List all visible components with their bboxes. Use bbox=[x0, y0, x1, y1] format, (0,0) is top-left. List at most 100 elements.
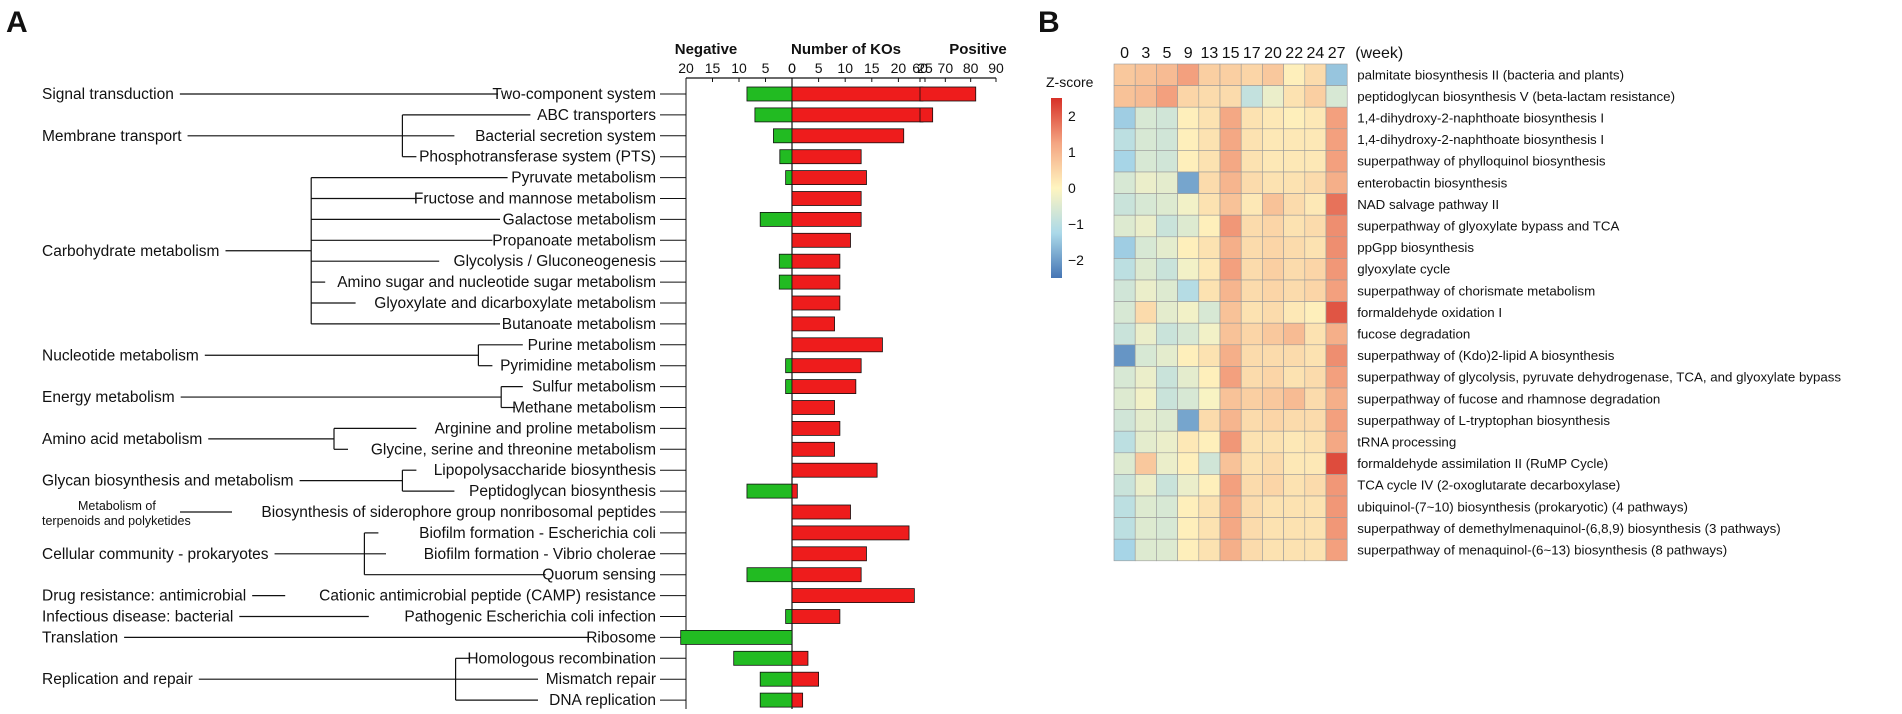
week-label: 5 bbox=[1163, 45, 1172, 62]
heatmap-cell bbox=[1134, 452, 1157, 475]
heatmap-cell bbox=[1262, 409, 1284, 432]
heatmap-cell bbox=[1177, 301, 1200, 324]
heatmap-cell bbox=[1219, 495, 1242, 518]
category-label: Glycan biosynthesis and metabolism bbox=[42, 473, 294, 490]
pathway-label: Sulfur metabolism bbox=[532, 379, 656, 396]
heatmap-cell bbox=[1304, 85, 1327, 108]
heatmap-cell bbox=[1283, 452, 1306, 475]
positive-bar bbox=[791, 609, 841, 624]
heatmap-cell bbox=[1283, 193, 1306, 216]
positive-bar bbox=[791, 107, 924, 123]
heatmap-cell bbox=[1283, 387, 1306, 410]
week-label: 24 bbox=[1307, 45, 1325, 62]
colorbar-tick-label: 2 bbox=[1068, 108, 1076, 124]
heatmap-cell bbox=[1262, 150, 1284, 173]
heatmap-cell bbox=[1283, 430, 1306, 454]
heatmap-cell bbox=[1304, 193, 1327, 216]
heatmap-cell bbox=[1240, 387, 1263, 410]
heatmap-row-label: enterobactin biosynthesis bbox=[1357, 175, 1507, 190]
number-of-kos-label: Number of KOs bbox=[791, 41, 901, 58]
pathway-label: Pyruvate metabolism bbox=[511, 170, 656, 187]
negative-bar bbox=[785, 358, 793, 374]
heatmap-row-label: NAD salvage pathway II bbox=[1357, 197, 1499, 212]
heatmap-cell bbox=[1283, 171, 1306, 194]
pathway-label: Peptidoglycan biosynthesis bbox=[469, 483, 656, 500]
heatmap-cell bbox=[1177, 193, 1200, 216]
category-label: Cellular community - prokaryotes bbox=[42, 546, 269, 563]
heatmap-cell bbox=[1240, 474, 1263, 497]
negative-bar bbox=[759, 211, 793, 227]
heatmap-cell bbox=[1134, 171, 1157, 194]
heatmap-row-label: 1,4-dihydroxy-2-naphthoate biosynthesis … bbox=[1357, 111, 1604, 126]
heatmap-cell bbox=[1113, 366, 1136, 389]
heatmap-cell bbox=[1156, 171, 1178, 194]
heatmap-cell bbox=[1283, 366, 1306, 389]
heatmap-cell bbox=[1198, 344, 1221, 367]
pathway-label: Galactose metabolism bbox=[503, 211, 656, 228]
heatmap-cell bbox=[1262, 430, 1284, 454]
negative-bar bbox=[778, 253, 793, 269]
negative-bar bbox=[785, 170, 793, 186]
positive-bar bbox=[791, 358, 862, 374]
pathway-label: Glyoxylate and dicarboxylate metabolism bbox=[374, 295, 656, 312]
heatmap-cell bbox=[1325, 85, 1348, 108]
positive-label: Positive bbox=[949, 41, 1007, 58]
pos-tick-label: 25 bbox=[917, 60, 933, 76]
pathway-label: Arginine and proline metabolism bbox=[435, 420, 656, 437]
heatmap-cell bbox=[1113, 85, 1136, 108]
heatmap-cell bbox=[1113, 452, 1136, 475]
heatmap-cell bbox=[1113, 474, 1136, 497]
week-label: 0 bbox=[1120, 45, 1129, 62]
heatmap-cell bbox=[1113, 430, 1136, 454]
heatmap-cell bbox=[1262, 517, 1284, 540]
heatmap-cell bbox=[1240, 409, 1263, 432]
heatmap-cell bbox=[1156, 193, 1178, 216]
heatmap-cell bbox=[1113, 387, 1136, 410]
heatmap-cell bbox=[1325, 193, 1348, 216]
heatmap-row-label: ppGpp biosynthesis bbox=[1357, 240, 1474, 255]
category-tree: Signal transduction Membrane transport Car… bbox=[42, 86, 590, 701]
panel-a-letter: A bbox=[6, 6, 28, 39]
heatmap-cell bbox=[1240, 128, 1263, 151]
pathway-label: Purine metabolism bbox=[528, 337, 656, 354]
heatmap-row-label: glyoxylate cycle bbox=[1357, 262, 1450, 277]
heatmap-cell bbox=[1198, 301, 1221, 324]
heatmap-cell bbox=[1156, 430, 1178, 454]
heatmap-cell bbox=[1283, 150, 1306, 173]
broken-tick-label: 90 bbox=[988, 60, 1004, 76]
heatmap-cell bbox=[1177, 495, 1200, 518]
heatmap-cell bbox=[1156, 106, 1178, 130]
heatmap-cell bbox=[1325, 150, 1348, 173]
heatmap-cell bbox=[1113, 214, 1136, 238]
heatmap-row-label: tRNA processing bbox=[1357, 435, 1456, 450]
heatmap-cell bbox=[1219, 214, 1242, 238]
negative-bar bbox=[733, 650, 793, 666]
heatmap-row-label: superpathway of glyoxylate bypass and TC… bbox=[1357, 219, 1619, 234]
heatmap-cell bbox=[1283, 214, 1306, 238]
heatmap-cell bbox=[1219, 106, 1242, 130]
category-label: terpenoids and polyketides bbox=[42, 514, 191, 528]
heatmap-cell bbox=[1325, 344, 1348, 367]
heatmap-cell bbox=[1113, 150, 1136, 173]
heatmap-cell bbox=[1304, 409, 1327, 432]
negative-bar bbox=[785, 609, 793, 624]
heatmap-cell bbox=[1219, 63, 1242, 86]
heatmap-cell bbox=[1304, 452, 1327, 475]
heatmap-cell bbox=[1240, 452, 1263, 475]
pathway-label: Cationic antimicrobial peptide (CAMP) re… bbox=[319, 588, 656, 605]
positive-bar bbox=[791, 462, 878, 478]
heatmap-cell bbox=[1304, 538, 1327, 562]
heatmap-cell bbox=[1219, 452, 1242, 475]
pos-tick-label: 15 bbox=[864, 60, 880, 76]
heatmap-cell bbox=[1134, 236, 1157, 259]
heatmap-cell bbox=[1177, 63, 1200, 86]
category-label: Drug resistance: antimicrobial bbox=[42, 588, 246, 605]
positive-bar bbox=[791, 86, 924, 102]
positive-bar bbox=[791, 211, 862, 227]
heatmap-cell bbox=[1198, 171, 1221, 194]
heatmap-cell bbox=[1113, 495, 1136, 518]
heatmap-cell bbox=[1219, 322, 1242, 346]
positive-bar bbox=[791, 149, 862, 165]
positive-bar bbox=[791, 253, 841, 269]
heatmap-cell bbox=[1113, 344, 1136, 367]
